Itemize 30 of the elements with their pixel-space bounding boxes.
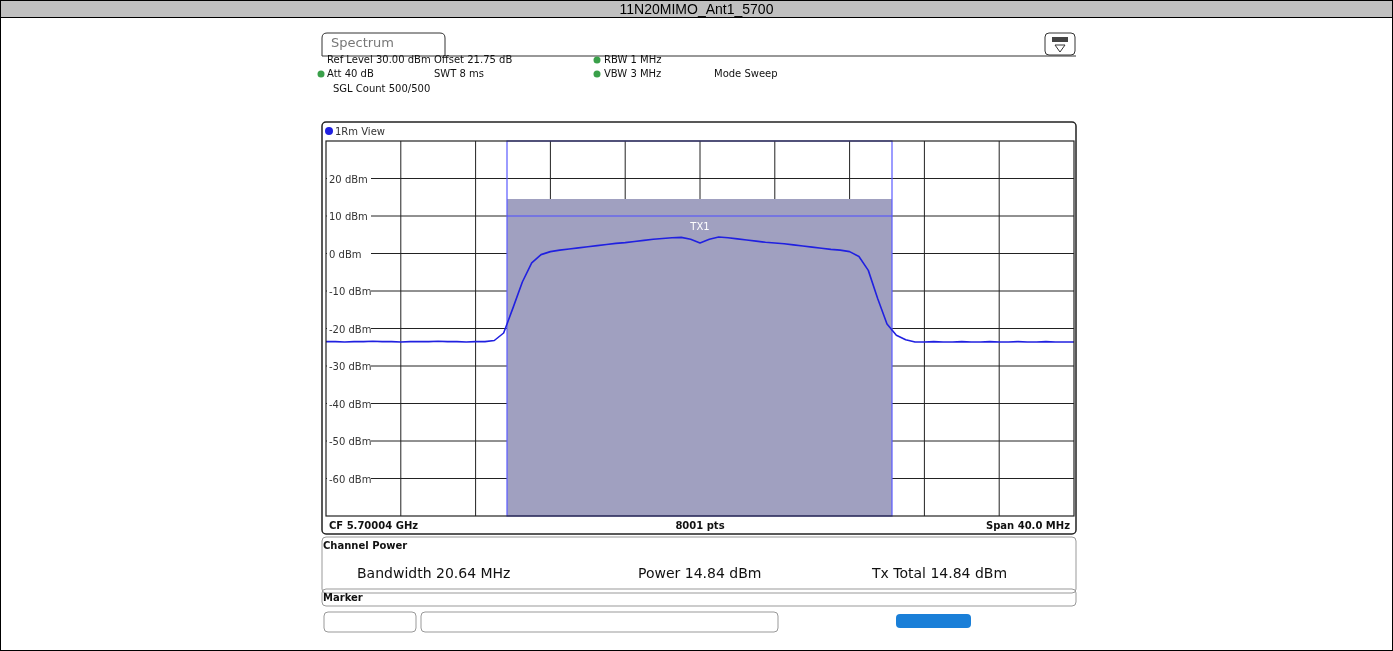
legend-label: 1Rm View <box>335 126 385 137</box>
text: 8001 pts <box>675 520 725 531</box>
text: VBW 3 MHz <box>604 68 662 79</box>
text: Mode Sweep <box>714 68 778 79</box>
text: Ref Level 30.00 dBm <box>327 54 431 65</box>
y-tick-label: -30 dBm <box>329 361 372 372</box>
text: RBW 1 MHz <box>604 54 662 65</box>
text: Marker <box>323 592 363 603</box>
line-series <box>325 236 1075 343</box>
text: CF 5.70004 GHz <box>329 520 419 531</box>
text: Channel Power <box>323 540 408 551</box>
y-tick-label: -10 dBm <box>329 286 372 297</box>
y-tick-label: 20 dBm <box>329 173 368 185</box>
y-tick-label: -50 dBm <box>329 436 372 447</box>
y-tick-label: -60 dBm <box>329 473 372 485</box>
text: Span 40.0 MHz <box>985 520 1071 531</box>
y-tick-label: -20 dBm <box>329 323 372 335</box>
annotation: TX1 <box>689 221 710 232</box>
y-tick-label: 10 dBm <box>329 211 368 222</box>
text: Bandwidth 20.64 MHz <box>357 565 511 581</box>
text: Spectrum <box>331 35 394 50</box>
text: SGL Count 500/500 <box>333 83 431 94</box>
text: Power 14.84 dBm <box>638 565 762 581</box>
text: Att 40 dB <box>327 68 374 79</box>
chart-title: 11N20MIMO_Ant1_5700 <box>619 1 774 17</box>
y-tick-label: 0 dBm <box>329 248 362 260</box>
text: Tx Total 14.84 dBm <box>871 565 1008 581</box>
text: Offset 21.75 dB <box>434 54 513 65</box>
text: SWT 8 ms <box>434 68 485 79</box>
y-tick-label: -40 dBm <box>329 398 372 410</box>
